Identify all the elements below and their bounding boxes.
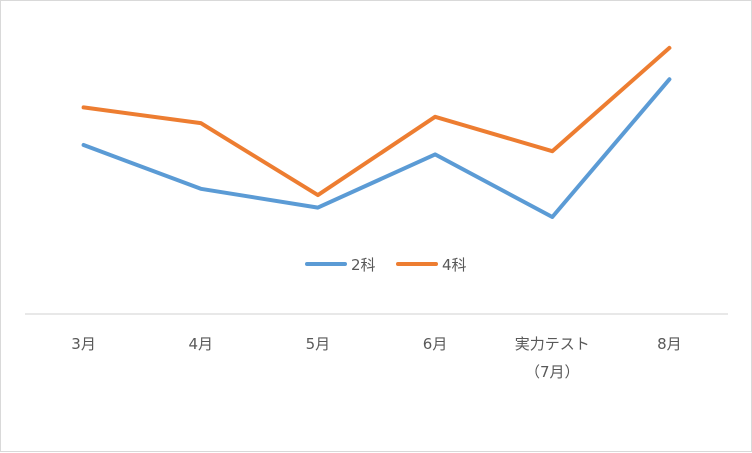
legend-label-1: 2科 bbox=[351, 256, 376, 274]
x-tick-label: 6月 bbox=[423, 335, 448, 353]
legend-label-2: 4科 bbox=[442, 256, 467, 274]
x-tick-label: 4月 bbox=[188, 335, 213, 353]
x-tick-label: 5月 bbox=[306, 335, 331, 353]
series-line-2 bbox=[81, 45, 672, 198]
series-line-1 bbox=[81, 77, 672, 219]
x-tick-label: 実力テスト bbox=[515, 335, 590, 353]
x-tick-label: （7月） bbox=[525, 363, 580, 381]
x-tick-label: 3月 bbox=[71, 335, 96, 353]
legend: 2科 4科 bbox=[305, 256, 467, 274]
series-layer bbox=[81, 45, 672, 219]
x-tick-labels: 3月 4月 5月 6月 実力テスト （7月） 8月 bbox=[71, 335, 681, 381]
x-tick-label: 8月 bbox=[657, 335, 682, 353]
